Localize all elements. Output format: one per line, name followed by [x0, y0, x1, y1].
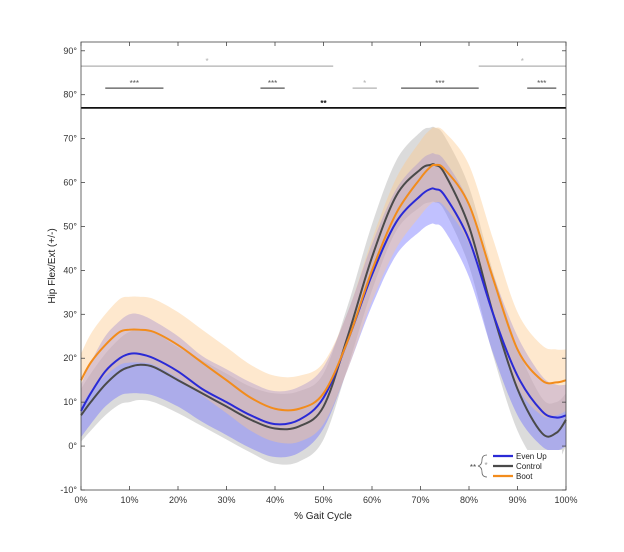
x-tick-label: 70%	[411, 495, 429, 505]
y-tick-label: 40°	[63, 265, 77, 275]
significance-bars: * **** *** * *** *****	[81, 57, 566, 109]
x-tick-label: 50%	[314, 495, 332, 505]
x-tick-label: 40%	[266, 495, 284, 505]
x-tick-label: 90%	[508, 495, 526, 505]
legend-bracket: ** *	[470, 454, 488, 478]
y-tick-label: 50°	[63, 221, 77, 231]
x-axis-label: % Gait Cycle	[294, 511, 352, 522]
legend-entry-boot: Boot	[493, 472, 533, 481]
sd-band-control	[81, 126, 566, 471]
y-tick-label: -10°	[60, 485, 77, 495]
sig-label-4: *	[363, 79, 366, 88]
y-tick-label: 10°	[63, 397, 77, 407]
y-tick-label: 60°	[63, 178, 77, 188]
sd-band-even-up	[81, 153, 566, 458]
y-tick-label: 80°	[63, 90, 77, 100]
y-tick-label: 70°	[63, 134, 77, 144]
y-tick-label: 20°	[63, 353, 77, 363]
sig-label-6: ***	[537, 79, 546, 88]
sig-label-0: *	[206, 57, 209, 66]
legend-label-even-up: Even Up	[516, 452, 547, 461]
mean-lines	[80, 163, 567, 438]
sig-label-2: ***	[130, 79, 139, 88]
x-tick-label: 30%	[217, 495, 235, 505]
y-tick-label: 0°	[68, 441, 77, 451]
y-axis-ticks: -10° 0° 10° 20° 30° 40° 50° 60° 70° 80° 90°	[60, 46, 566, 495]
legend-label-boot: Boot	[516, 472, 533, 481]
legend-bracket-label-single: *	[484, 461, 487, 470]
sig-label-7: **	[320, 99, 327, 108]
x-tick-label: 10%	[120, 495, 138, 505]
x-tick-label: 80%	[460, 495, 478, 505]
x-tick-label: 20%	[169, 495, 187, 505]
mean-line-boot	[80, 163, 567, 412]
sig-label-3: ***	[268, 79, 277, 88]
sd-bands	[81, 126, 566, 471]
legend-bracket-label-double: **	[470, 463, 476, 472]
legend-brace	[477, 454, 488, 478]
y-tick-label: 30°	[63, 309, 77, 319]
x-tick-label: 100%	[554, 495, 577, 505]
x-tick-label: 60%	[363, 495, 381, 505]
x-tick-label: 0%	[74, 495, 87, 505]
x-axis-ticks: 0% 10% 20% 30% 40% 50% 60% 70% 80% 90% 100%	[74, 42, 578, 505]
sd-band-boot	[81, 127, 566, 444]
sig-label-5: ***	[435, 79, 444, 88]
sig-label-1: *	[521, 57, 524, 66]
legend-entry-even-up: Even Up	[493, 452, 547, 461]
y-axis-label: Hip Flex/Ext (+/-)	[47, 228, 58, 303]
legend: Even Up Control Boot	[490, 450, 562, 484]
plot-background	[81, 42, 566, 490]
legend-label-control: Control	[516, 462, 542, 471]
legend-entry-control: Control	[493, 462, 542, 471]
mean-line-even-up	[80, 187, 567, 426]
y-tick-label: 90°	[63, 46, 77, 56]
